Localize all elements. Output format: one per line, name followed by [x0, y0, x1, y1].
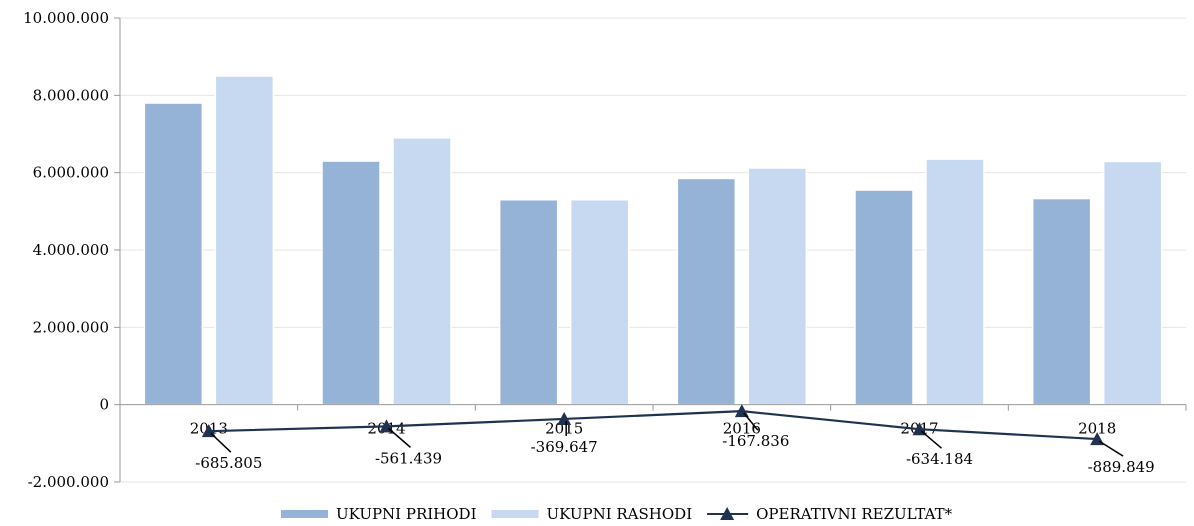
y-tick-label: 6.000.000 [33, 164, 109, 182]
bar-prihodi-2018 [1031, 197, 1092, 406]
bar-rashodi-2016 [747, 167, 808, 406]
x-axis: 201320142015201620172018 [119, 404, 1187, 438]
x-tick-label: 2015 [545, 420, 583, 438]
leader-line [388, 427, 411, 448]
data-label-2013: -685.805 [195, 454, 262, 472]
bar-rashodi-2013 [214, 75, 275, 406]
legend-swatch-marker [720, 507, 735, 520]
bar-prihodi-2013 [143, 102, 204, 406]
legend-swatch-rashodi [491, 510, 539, 518]
y-tick-label: 0 [99, 396, 109, 414]
bar-rashodi-2017 [925, 158, 985, 406]
legend-label: UKUPNI PRIHODI [336, 505, 477, 523]
legend-label: UKUPNI RASHODI [547, 505, 693, 523]
y-axis: 10.000.000 8.000.000 6.000.000 4.000.000 2.0… [23, 9, 121, 491]
bar-rashodi-2018 [1102, 160, 1163, 406]
legend-swatch-prihodi [281, 510, 328, 518]
bar-prihodi-2017 [854, 189, 914, 406]
data-label-2017: -634.184 [906, 450, 973, 468]
y-tick-label: -2.000.000 [28, 473, 109, 491]
y-tick-label: 8.000.000 [33, 86, 109, 104]
bar-rashodi-2015 [569, 198, 630, 406]
bar-prihodi-2015 [498, 198, 559, 406]
leader-line [1098, 440, 1124, 457]
y-tick-label: 2.000.000 [33, 318, 109, 336]
data-label-2015: -369.647 [531, 438, 598, 456]
line-operativni-rezultat [208, 410, 1098, 441]
leader-line [921, 430, 942, 449]
y-tick-label: 4.000.000 [33, 241, 109, 259]
legend: UKUPNI PRIHODI UKUPNI RASHODI OPERATIVNI R… [281, 505, 953, 523]
bar-prihodi-2014 [321, 160, 381, 406]
bar-marks [143, 75, 1163, 406]
bar-prihodi-2016 [676, 177, 737, 406]
leader-line [743, 412, 759, 431]
gridlines [120, 17, 1186, 483]
x-tick-label: 2018 [1078, 420, 1116, 438]
legend-label: OPERATIVNI REZULTAT* [756, 505, 952, 523]
bar-rashodi-2014 [392, 137, 452, 406]
x-tick-label: 2016 [723, 420, 761, 438]
y-tick-label: 10.000.000 [23, 9, 109, 27]
data-label-2016: -167.836 [722, 432, 789, 450]
data-label-2014: -561.439 [375, 449, 442, 467]
marker-2015 [557, 411, 572, 425]
data-label-2018: -889.849 [1088, 458, 1155, 476]
leader-line [210, 432, 232, 453]
data-labels: -685.805 -561.439 -369.647 -167.836 -634.184… [195, 412, 1155, 476]
